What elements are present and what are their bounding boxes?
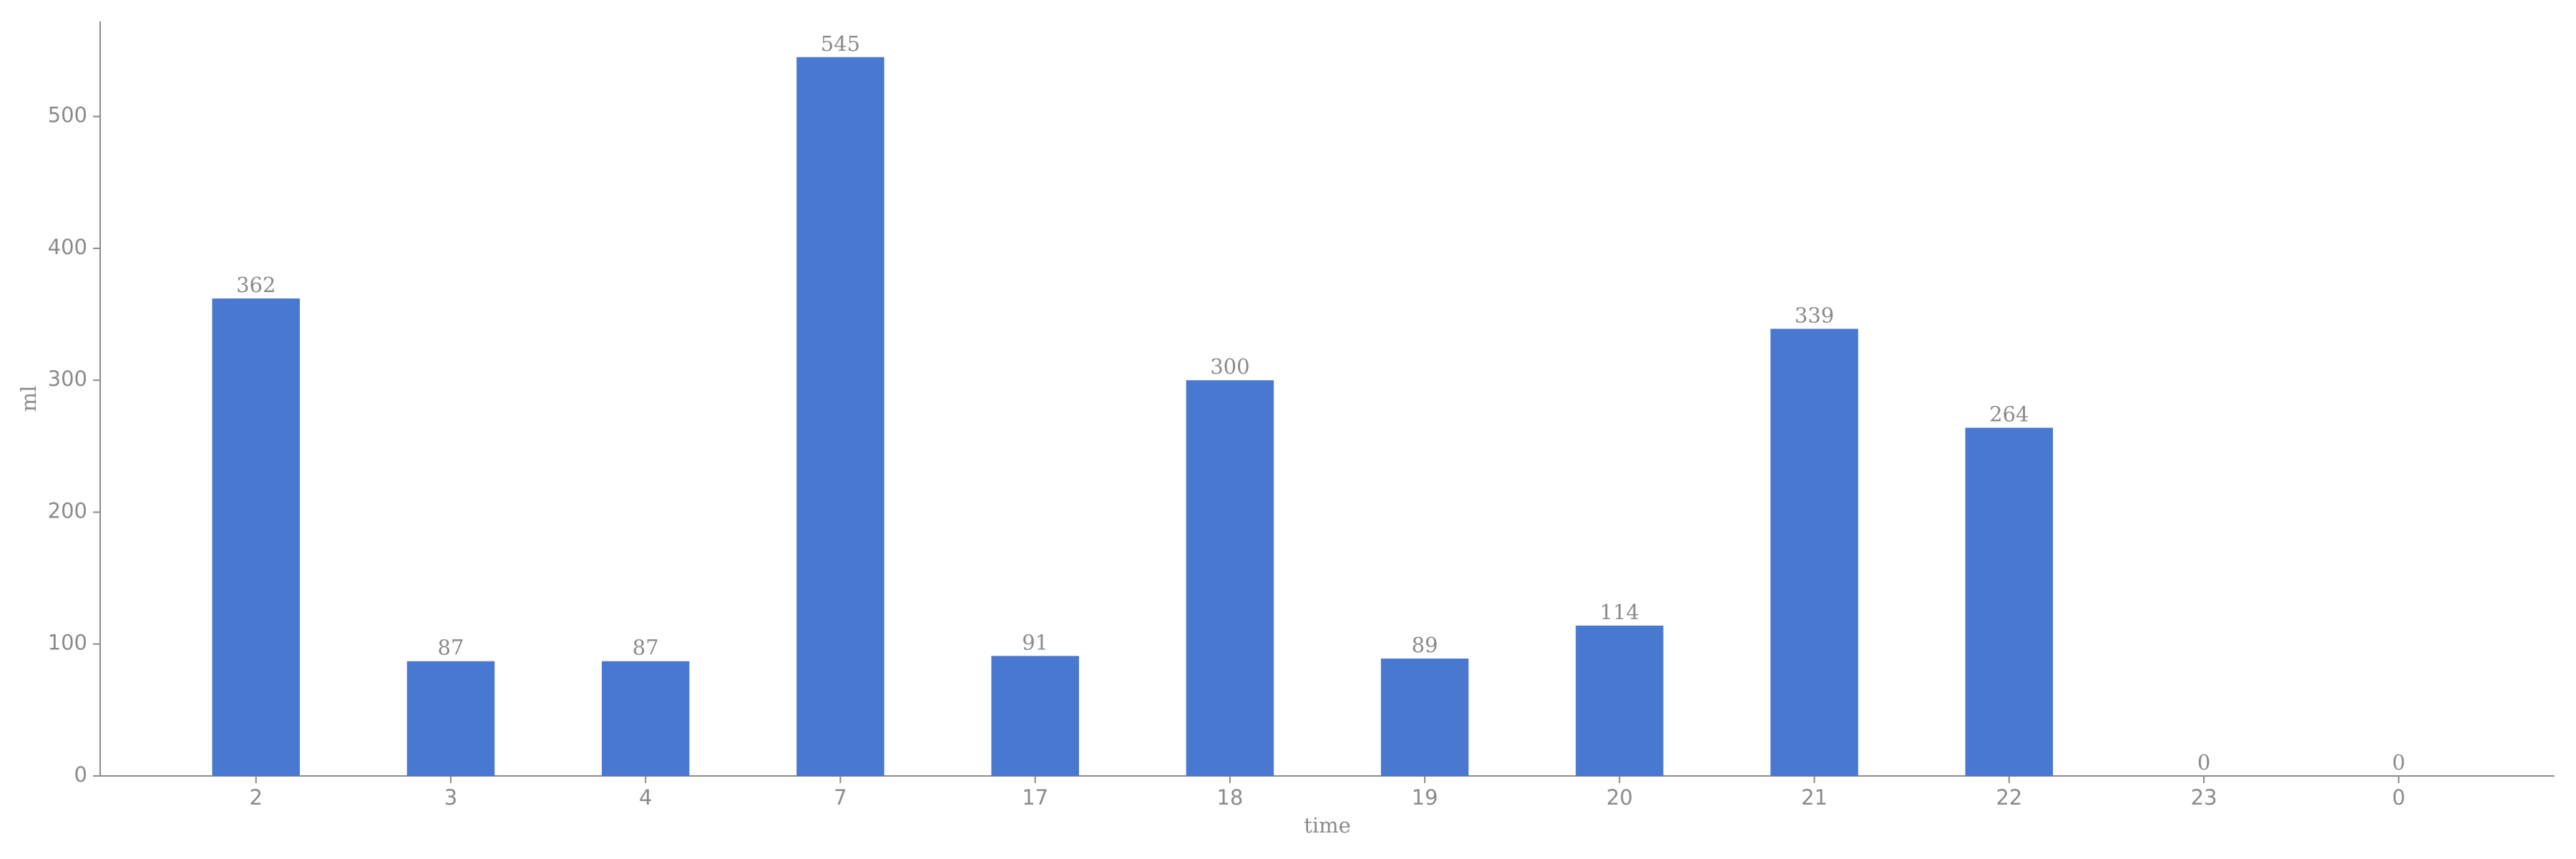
value-label: 0 [2197,750,2210,775]
x-tick-label: 17 [1022,785,1048,810]
bar [1380,659,1469,776]
x-tick-label: 20 [1606,785,1633,810]
value-label: 300 [1210,354,1249,379]
x-tick-label: 19 [1412,785,1438,810]
value-label: 87 [633,636,659,660]
bar [212,298,301,777]
value-label: 545 [821,31,860,56]
bar [601,661,690,776]
x-tick-label: 18 [1216,785,1243,810]
y-tick-label: 500 [48,103,87,127]
y-axis-label: ml [16,386,41,412]
y-tick-label: 400 [48,235,87,259]
y-tick-label: 200 [48,498,87,523]
value-label: 264 [1989,402,2029,427]
bar [796,57,884,776]
x-tick-label: 7 [834,785,847,810]
y-tick-label: 300 [48,367,87,391]
x-tick-label: 3 [444,785,457,810]
bar [991,656,1079,776]
x-tick-label: 0 [2392,785,2405,810]
bar [1770,329,1858,776]
value-label: 339 [1795,303,1834,327]
bar [1965,427,2054,776]
x-axis-label: time [1304,813,1351,838]
value-label: 87 [438,636,464,660]
x-tick-label: 23 [2191,785,2218,810]
bar [406,661,495,776]
value-label: 114 [1600,600,1639,624]
x-tick-label: 21 [1801,785,1828,810]
x-tick-label: 22 [1996,785,2022,810]
y-tick-label: 100 [48,631,87,655]
x-tick-label: 2 [250,785,263,810]
value-label: 362 [236,273,275,297]
bar [1186,380,1274,776]
value-label: 91 [1022,630,1048,654]
bar [1576,625,1664,776]
y-tick-label: 0 [74,762,87,787]
x-tick-label: 4 [639,785,652,810]
value-label: 89 [1412,633,1438,657]
value-label: 0 [2392,750,2405,775]
